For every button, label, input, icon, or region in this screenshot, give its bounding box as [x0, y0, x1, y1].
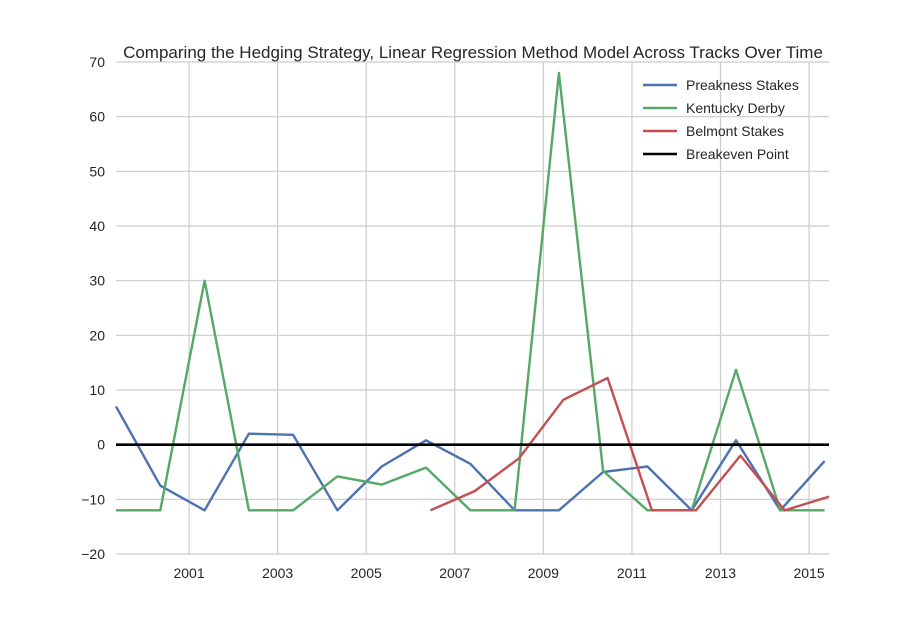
y-tick-label: 20 [89, 327, 105, 343]
y-tick-label: 50 [89, 163, 105, 179]
x-tick-label: 2009 [528, 565, 559, 581]
x-tick-label: 2005 [351, 565, 382, 581]
series-line-preakness-stakes [114, 405, 826, 512]
x-tick-label: 2007 [439, 565, 470, 581]
y-tick-label: 60 [89, 109, 105, 125]
y-tick-label: 30 [89, 273, 105, 289]
legend: Preakness Stakes Kentucky Derby Belmont St… [643, 77, 799, 162]
y-tick-label: −10 [81, 491, 105, 507]
y-tick-label: 70 [89, 54, 105, 70]
y-tick-label: 10 [89, 382, 105, 398]
y-tick-label: 0 [97, 437, 105, 453]
x-tick-label: 2003 [262, 565, 293, 581]
legend-label: Kentucky Derby [686, 100, 785, 116]
y-tick-label: 40 [89, 218, 105, 234]
legend-label: Preakness Stakes [686, 77, 799, 93]
chart-title: Comparing the Hedging Strategy, Linear R… [123, 43, 823, 62]
axes: 2001 2003 2005 2007 2009 2011 2013 2015 70 60 50 40… [81, 54, 825, 581]
legend-label: Belmont Stakes [686, 123, 784, 139]
x-tick-label: 2015 [793, 565, 824, 581]
legend-label: Breakeven Point [686, 146, 789, 162]
x-tick-label: 2011 [617, 565, 647, 581]
x-tick-label: 2001 [173, 565, 204, 581]
y-tick-label: −20 [81, 546, 105, 562]
x-tick-label: 2013 [705, 565, 736, 581]
series-line-kentucky-derby [116, 71, 825, 512]
grid [116, 61, 829, 555]
